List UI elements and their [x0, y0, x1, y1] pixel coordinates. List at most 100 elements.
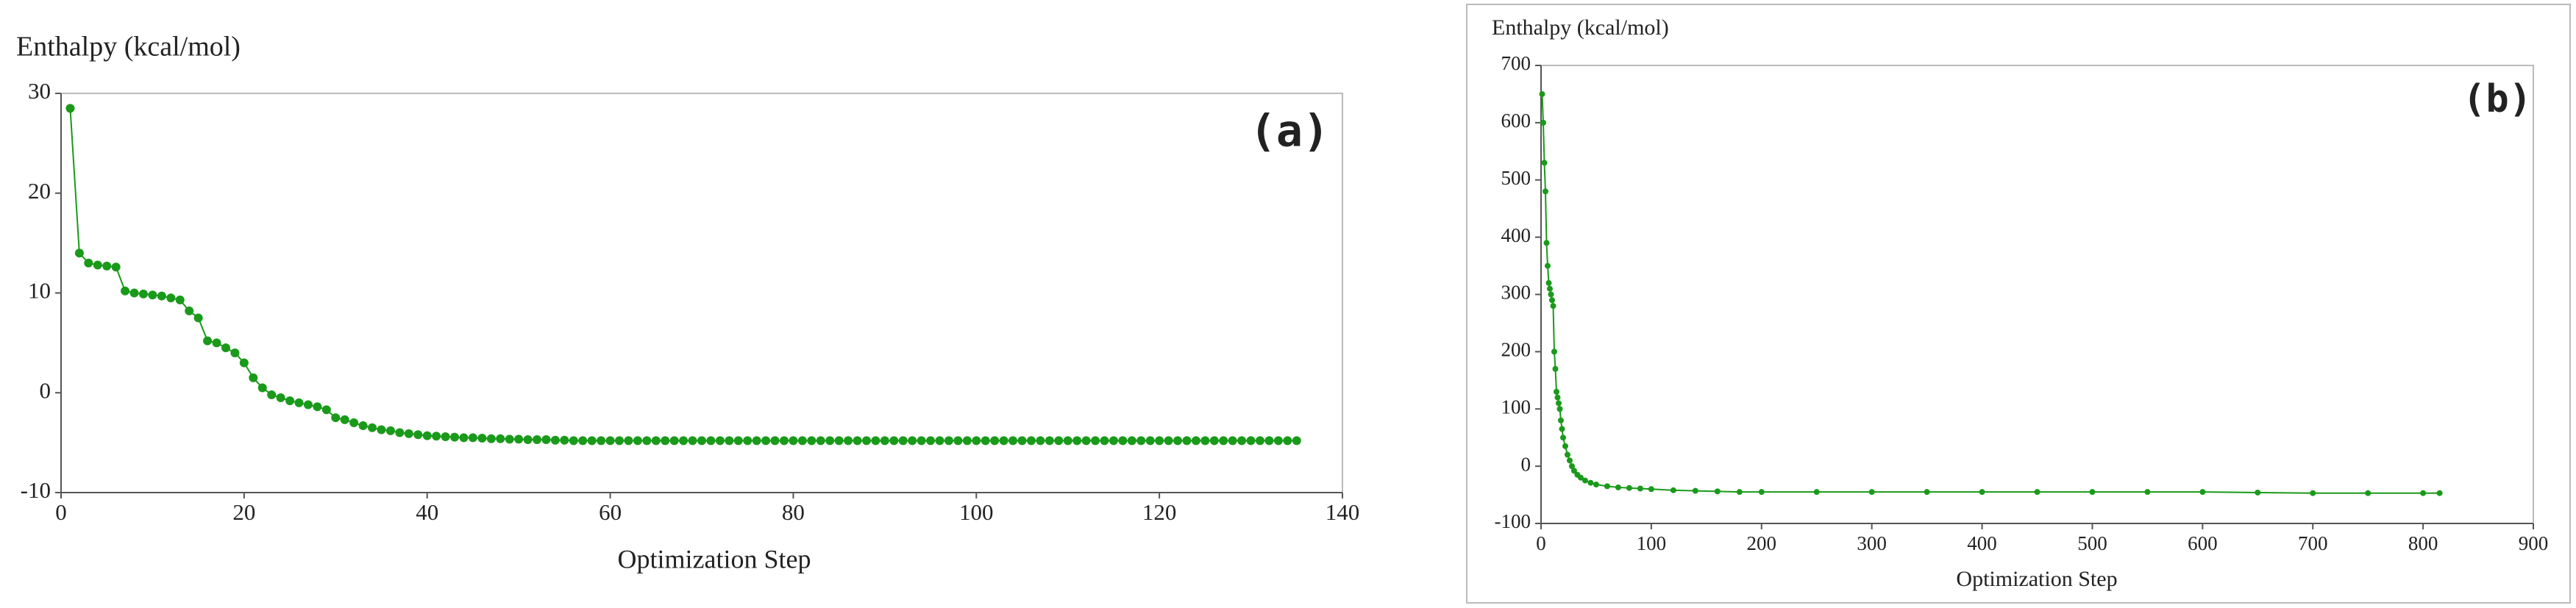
plot-frame — [1540, 65, 2534, 524]
data-point — [770, 436, 780, 446]
series-line — [69, 108, 1297, 442]
data-point — [1036, 436, 1045, 446]
data-point — [1544, 262, 1551, 269]
data-point — [1626, 484, 1632, 491]
x-tick-label: 700 — [2298, 532, 2328, 554]
data-point — [2365, 490, 2372, 496]
data-point — [972, 436, 981, 446]
y-tick-label: 300 — [1501, 282, 1531, 304]
data-point — [1548, 291, 1554, 298]
data-point — [1173, 436, 1183, 446]
data-point — [1581, 477, 1588, 484]
y-tick-label: 20 — [28, 178, 51, 204]
data-point — [880, 436, 889, 446]
data-point — [2089, 489, 2096, 496]
data-point — [450, 432, 460, 442]
data-point — [1637, 485, 1643, 492]
data-point — [1219, 436, 1228, 446]
y-tick-label: 0 — [1521, 453, 1531, 475]
data-point — [733, 436, 743, 446]
data-point — [981, 436, 990, 446]
data-point — [1209, 436, 1219, 446]
data-point — [358, 421, 368, 431]
data-point — [1559, 434, 1566, 441]
data-point — [1164, 436, 1173, 446]
y-tick-label: 500 — [1501, 167, 1531, 189]
data-point — [633, 436, 642, 446]
data-point — [1736, 489, 1743, 496]
data-point — [1008, 436, 1018, 446]
data-point — [1648, 486, 1654, 493]
data-point — [1553, 388, 1559, 395]
data-point — [1283, 436, 1292, 446]
y-axis-label: Enthalpy (kcal/mol) — [16, 32, 241, 62]
data-point — [597, 436, 606, 446]
data-point — [267, 390, 277, 399]
x-tick-label: 120 — [1142, 499, 1177, 525]
x-tick-label: 300 — [1857, 532, 1887, 554]
data-point — [1545, 279, 1552, 286]
data-point — [761, 436, 771, 446]
data-point — [523, 435, 533, 445]
y-tick-label: 200 — [1501, 339, 1531, 361]
x-axis-label: Optimization Step — [1956, 567, 2117, 591]
x-tick-label: 100 — [959, 499, 994, 525]
data-point — [807, 436, 816, 446]
data-point — [221, 343, 230, 353]
data-point — [230, 348, 240, 357]
y-tick-label: 30 — [28, 78, 51, 104]
data-point — [651, 436, 661, 446]
data-point — [1541, 160, 1548, 166]
data-point — [404, 429, 413, 438]
data-point — [432, 432, 441, 441]
plot-frame — [60, 93, 1343, 493]
data-point — [1539, 90, 1545, 97]
data-point — [1566, 457, 1573, 464]
data-point — [1568, 463, 1575, 470]
data-point — [1026, 436, 1036, 446]
data-point — [1063, 436, 1072, 446]
data-point — [1548, 297, 1555, 304]
data-point — [889, 436, 899, 446]
data-point — [1264, 436, 1274, 446]
x-tick-label: 200 — [1747, 532, 1777, 554]
series-line — [1541, 93, 2440, 494]
data-point — [1670, 487, 1676, 493]
data-point — [239, 358, 249, 368]
data-point — [935, 436, 944, 446]
x-tick-label: 0 — [1536, 532, 1546, 554]
data-point — [1540, 119, 1546, 126]
data-point — [385, 426, 395, 435]
data-point — [908, 436, 917, 446]
x-tick-label: 800 — [2408, 532, 2438, 554]
y-tick-label: 0 — [40, 377, 51, 403]
data-point — [2420, 490, 2427, 496]
data-point — [743, 436, 752, 446]
data-point — [84, 258, 93, 268]
data-point — [999, 436, 1008, 446]
data-point — [688, 436, 697, 446]
data-point — [1559, 426, 1565, 432]
data-point — [505, 434, 514, 444]
data-point — [395, 428, 405, 437]
data-point — [1191, 436, 1200, 446]
data-point — [1604, 483, 1610, 490]
data-point — [797, 436, 807, 446]
y-tick-label: -10 — [21, 477, 51, 503]
data-point — [587, 436, 597, 446]
data-point — [1237, 436, 1247, 446]
data-point — [1552, 365, 1559, 372]
data-point — [779, 436, 789, 446]
data-point — [331, 413, 341, 423]
data-point — [1054, 436, 1064, 446]
data-point — [1551, 348, 1557, 355]
data-point — [1045, 436, 1054, 446]
data-point — [789, 436, 798, 446]
data-point — [1554, 394, 1561, 401]
data-point — [725, 436, 734, 446]
data-point — [368, 423, 377, 432]
data-point — [2034, 489, 2040, 496]
data-point — [715, 436, 725, 446]
data-point — [1546, 285, 1553, 292]
data-point — [1557, 417, 1564, 423]
